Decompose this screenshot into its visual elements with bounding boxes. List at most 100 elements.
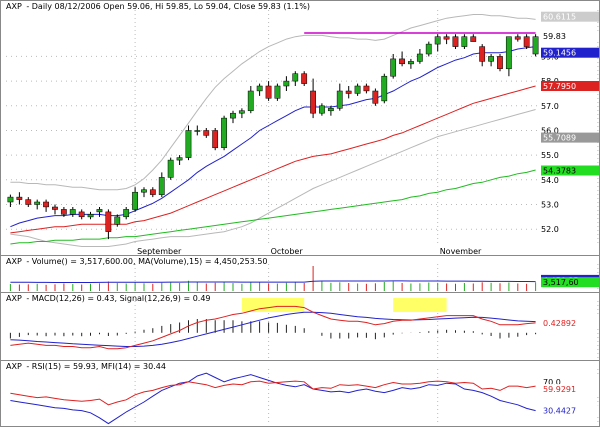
candle-body bbox=[149, 189, 156, 195]
candle-body bbox=[176, 157, 183, 161]
candle-body bbox=[52, 206, 58, 210]
candle-body bbox=[34, 201, 41, 205]
candle-body bbox=[416, 53, 423, 62]
candle-body bbox=[256, 85, 263, 92]
mfi-line bbox=[10, 372, 536, 425]
candle-body bbox=[461, 36, 468, 47]
value-tag-bg bbox=[541, 47, 599, 58]
value-tag-bg bbox=[541, 376, 599, 387]
price-tick-label: 55.0 bbox=[541, 151, 559, 160]
rsi-line bbox=[10, 380, 536, 406]
right-value-labels: 60.6115 59.83 59.1456 57.7950 55.7089 54.3783… bbox=[541, 11, 599, 416]
candle-body bbox=[310, 90, 316, 114]
candle-body bbox=[96, 209, 103, 213]
value-tag-bg bbox=[541, 384, 599, 395]
candle-body bbox=[470, 36, 477, 42]
candle-body bbox=[434, 36, 441, 45]
candle-body bbox=[327, 108, 334, 112]
candle-body bbox=[523, 36, 530, 47]
candle-body bbox=[497, 56, 503, 69]
value-tag-bg bbox=[541, 317, 599, 328]
price-tick-label: 54.0 bbox=[541, 176, 559, 185]
value-tag-text: 57.7950 bbox=[543, 82, 576, 91]
value-tag-text: 59.83 bbox=[543, 32, 566, 41]
price-tick-label: 52.0 bbox=[541, 225, 559, 234]
candle-body bbox=[265, 85, 272, 99]
candle-body bbox=[532, 36, 539, 55]
candle-body bbox=[78, 211, 85, 218]
month-label: November bbox=[440, 247, 482, 256]
rsi-header-label: - RSI(15) = 59.93, MFI(14) = 30.44 bbox=[26, 362, 166, 371]
band-lower-line bbox=[10, 109, 536, 247]
value-tag-bg bbox=[541, 405, 599, 416]
price-header-symbol: AXP bbox=[6, 2, 22, 11]
candle-body bbox=[69, 209, 76, 215]
candle-body bbox=[87, 214, 94, 218]
value-tag-text: 59.1456 bbox=[543, 49, 576, 58]
grid-lines bbox=[6, 10, 599, 425]
candle-body bbox=[158, 177, 165, 195]
value-tag-bg bbox=[541, 81, 599, 91]
month-label: October bbox=[271, 247, 304, 256]
value-tag-bg bbox=[541, 277, 599, 288]
candlesticks bbox=[7, 34, 539, 240]
candle-body bbox=[479, 46, 486, 62]
price-tick-label: 57.0 bbox=[541, 102, 559, 111]
price-tick-label: 53.0 bbox=[541, 201, 559, 210]
candle-body bbox=[194, 130, 201, 132]
candle-body bbox=[425, 43, 432, 55]
candle-body bbox=[212, 130, 219, 149]
candle-body bbox=[319, 105, 325, 114]
macd-highlight-box bbox=[241, 298, 305, 312]
candle-body bbox=[301, 73, 308, 84]
value-tag-bg bbox=[541, 30, 599, 41]
band-upper-line bbox=[10, 14, 536, 191]
candle-body bbox=[443, 36, 450, 40]
ma-red-line bbox=[10, 85, 536, 234]
candle-body bbox=[105, 211, 112, 232]
volume-ma-line bbox=[10, 280, 536, 283]
price-header-info: - Daily 08/12/2006 Open 59.06, Hi 59.85,… bbox=[26, 2, 310, 11]
price-header: AXP - Daily 08/12/2006 Open 59.06, Hi 59… bbox=[6, 2, 310, 11]
candle-body bbox=[336, 90, 343, 109]
ma-blue-line bbox=[10, 46, 536, 228]
envelope-bands bbox=[10, 14, 536, 247]
macd-signal-line bbox=[10, 311, 536, 347]
macd-highlight-box bbox=[393, 298, 447, 312]
value-tag-bg bbox=[541, 11, 599, 22]
candle-body bbox=[43, 201, 49, 208]
candle-body bbox=[123, 209, 130, 218]
price-tick-label: 56.0 bbox=[541, 127, 559, 136]
candle-body bbox=[292, 73, 299, 82]
macd-lines bbox=[9, 305, 537, 350]
value-tag-bg bbox=[541, 165, 599, 176]
candle-body bbox=[60, 209, 67, 215]
volume-header: AXP - Volume() = 3,517,600.00, MA(Volume… bbox=[6, 257, 268, 266]
candle-body bbox=[141, 189, 147, 193]
candle-body bbox=[185, 130, 192, 158]
rsi-header: AXP - RSI(15) = 59.93, MFI(14) = 30.44 bbox=[6, 362, 166, 371]
candle-body bbox=[505, 36, 512, 70]
candle-body bbox=[132, 191, 138, 210]
candle-body bbox=[230, 112, 236, 119]
candle-body bbox=[372, 90, 379, 104]
rsi-lines bbox=[10, 372, 536, 425]
rsi-header-symbol: AXP bbox=[6, 362, 22, 371]
candle-body bbox=[452, 36, 459, 47]
volume-header-symbol: AXP bbox=[6, 257, 22, 266]
value-tag-bg bbox=[541, 132, 599, 143]
value-tag-text: 3,517,60 bbox=[543, 278, 579, 287]
value-tag-text: 55.7089 bbox=[543, 134, 576, 143]
candle-body bbox=[203, 130, 210, 136]
candle-body bbox=[114, 216, 121, 225]
value-tag-text: 54.3783 bbox=[543, 167, 576, 176]
value-tag-text: 60.6115 bbox=[543, 13, 576, 22]
candle-body bbox=[238, 110, 245, 114]
macd-line bbox=[10, 305, 536, 350]
value-tag-text: 70.0 bbox=[543, 378, 561, 387]
candle-body bbox=[408, 61, 414, 65]
candle-body bbox=[514, 36, 521, 40]
macd-header-label: - MACD(12,26) = 0.43, Signal(12,26,9) = … bbox=[26, 294, 210, 303]
